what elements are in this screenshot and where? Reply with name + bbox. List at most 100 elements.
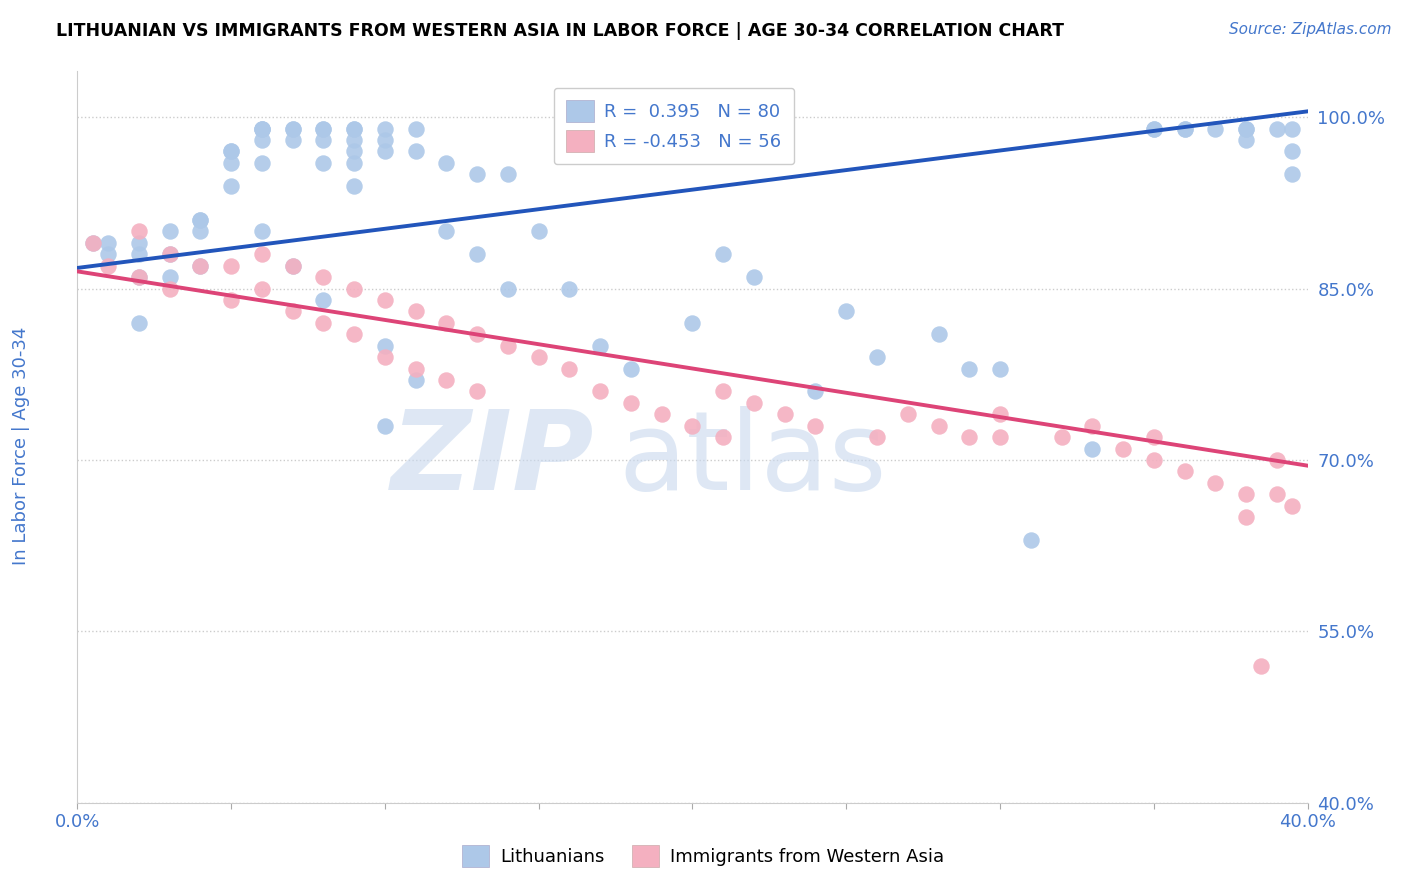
Point [405, 373, 427, 387]
Point [1265, 487, 1288, 501]
Point [589, 338, 612, 352]
Point [620, 396, 643, 410]
Point [312, 293, 335, 307]
Point [711, 384, 734, 399]
Point [82, 235, 104, 250]
Point [128, 235, 150, 250]
Point [281, 133, 304, 147]
Point [651, 407, 673, 421]
Point [928, 418, 950, 433]
Point [1112, 442, 1135, 456]
Point [159, 247, 181, 261]
Text: LITHUANIAN VS IMMIGRANTS FROM WESTERN ASIA IN LABOR FORCE | AGE 30-34 CORRELATIO: LITHUANIAN VS IMMIGRANTS FROM WESTERN AS… [56, 22, 1064, 40]
Point [281, 121, 304, 136]
Text: ZIP: ZIP [391, 406, 595, 513]
Point [281, 259, 304, 273]
Point [188, 259, 212, 273]
Point [928, 327, 950, 342]
Point [1204, 121, 1226, 136]
Point [711, 430, 734, 444]
Point [312, 121, 335, 136]
Point [219, 156, 242, 170]
Point [281, 121, 304, 136]
Point [682, 418, 704, 433]
Point [219, 178, 242, 193]
Point [1234, 487, 1257, 501]
Point [219, 259, 242, 273]
Point [374, 121, 396, 136]
Point [1265, 121, 1288, 136]
Point [496, 338, 519, 352]
Point [1204, 475, 1226, 490]
Point [527, 224, 550, 238]
Point [589, 384, 612, 399]
Point [343, 281, 366, 295]
Legend: R =  0.395   N = 80, R = -0.453   N = 56: R = 0.395 N = 80, R = -0.453 N = 56 [554, 87, 794, 164]
Point [82, 235, 104, 250]
Point [1234, 133, 1257, 147]
Point [804, 384, 827, 399]
Point [97, 235, 120, 250]
Point [281, 259, 304, 273]
Point [312, 121, 335, 136]
Point [405, 304, 427, 318]
Point [250, 224, 273, 238]
Point [1281, 145, 1303, 159]
Point [773, 407, 796, 421]
Point [312, 316, 335, 330]
Point [465, 167, 488, 181]
Point [711, 247, 734, 261]
Point [1234, 121, 1257, 136]
Point [374, 350, 396, 364]
Point [219, 145, 242, 159]
Point [1234, 121, 1257, 136]
Point [897, 407, 920, 421]
Point [527, 350, 550, 364]
Point [436, 156, 458, 170]
Point [312, 133, 335, 147]
Point [219, 293, 242, 307]
Point [250, 281, 273, 295]
Point [1081, 418, 1104, 433]
Point [97, 259, 120, 273]
Point [405, 145, 427, 159]
Point [374, 293, 396, 307]
Point [343, 327, 366, 342]
Point [343, 121, 366, 136]
Point [374, 418, 396, 433]
Point [97, 247, 120, 261]
Point [374, 145, 396, 159]
Point [219, 145, 242, 159]
Point [374, 133, 396, 147]
Point [620, 361, 643, 376]
Point [988, 407, 1011, 421]
Point [159, 247, 181, 261]
Point [128, 224, 150, 238]
Point [742, 396, 765, 410]
Point [804, 418, 827, 433]
Point [866, 350, 889, 364]
Point [866, 430, 889, 444]
Point [250, 133, 273, 147]
Legend: Lithuanians, Immigrants from Western Asia: Lithuanians, Immigrants from Western Asi… [456, 838, 950, 874]
Point [128, 247, 150, 261]
Point [1174, 121, 1197, 136]
Point [128, 270, 150, 285]
Point [312, 156, 335, 170]
Point [1174, 121, 1197, 136]
Point [250, 121, 273, 136]
Point [250, 156, 273, 170]
Point [343, 121, 366, 136]
Point [436, 373, 458, 387]
Point [250, 121, 273, 136]
Point [374, 338, 396, 352]
Point [1081, 442, 1104, 456]
Point [1174, 464, 1197, 478]
Point [436, 224, 458, 238]
Text: In Labor Force | Age 30-34: In Labor Force | Age 30-34 [13, 326, 30, 566]
Point [1143, 430, 1166, 444]
Point [1143, 121, 1166, 136]
Text: Source: ZipAtlas.com: Source: ZipAtlas.com [1229, 22, 1392, 37]
Point [742, 270, 765, 285]
Point [988, 361, 1011, 376]
